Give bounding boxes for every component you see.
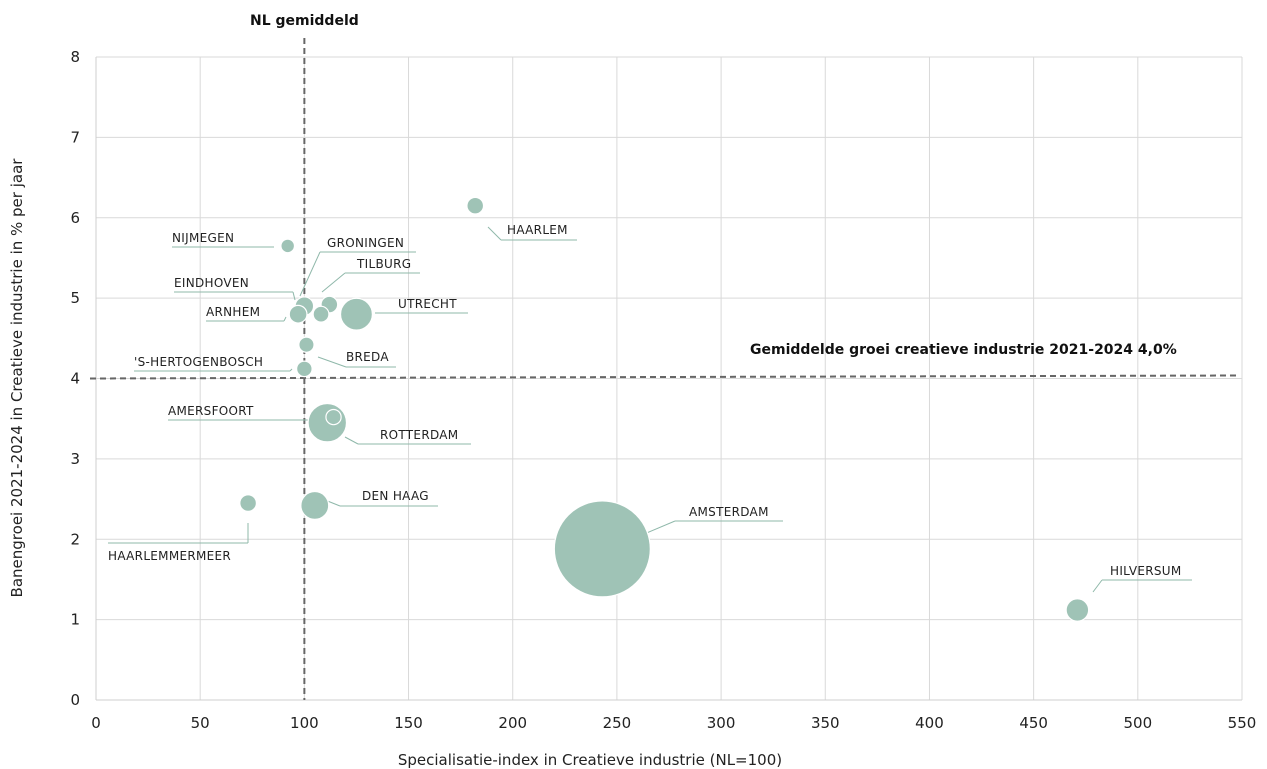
label-tilburg: TILBURG (356, 257, 411, 271)
average-growth-label: Gemiddelde groei creatieve industrie 202… (750, 342, 1177, 358)
x-tick-label: 50 (191, 714, 210, 732)
bubble-nijmegen (280, 238, 296, 254)
y-tick-label: 3 (70, 450, 80, 468)
bubble-labels: AMSTERDAM ROTTERDAM UTRECHT DEN HAAG HILVERS… (108, 223, 1182, 578)
y-tick-label: 0 (70, 691, 80, 709)
label-amsterdam: AMSTERDAM (689, 505, 769, 519)
leader-line-s-hertogenbosch (289, 368, 293, 372)
label-haarlemmermeer: HAARLEMMERMEER (108, 549, 231, 563)
nl-average-label: NL gemiddeld (250, 13, 359, 29)
label-hilversum: HILVERSUM (1110, 564, 1182, 578)
y-tick-label: 5 (70, 289, 80, 307)
leader-line-tilburg (321, 272, 346, 293)
leader-line-haarlem (487, 226, 502, 241)
bubble-groningen (312, 305, 330, 323)
bubble-arnhem (288, 304, 308, 324)
label-den-haag: DEN HAAG (362, 489, 429, 503)
x-tick-label: 350 (811, 714, 840, 732)
label-rotterdam: ROTTERDAM (380, 428, 458, 442)
x-tick-label: 0 (91, 714, 101, 732)
axes: 0 50 100 150 200 250 300 350 400 450 500 550 0 1 2 3 4 5 6… (70, 48, 1256, 732)
x-tick-label: 300 (707, 714, 736, 732)
bubbles (239, 196, 1090, 622)
bubble-s-hertogenbosch (296, 360, 313, 378)
label-haarlem: HAARLEM (507, 223, 568, 237)
label-breda: BREDA (346, 350, 389, 364)
y-tick-label: 6 (70, 209, 80, 227)
x-tick-label: 400 (915, 714, 944, 732)
average-growth-line (89, 374, 1237, 380)
leader-line-rotterdam (344, 436, 359, 445)
label-eindhoven: EINDHOVEN (174, 276, 249, 290)
label-nijmegen: NIJMEGEN (172, 231, 234, 245)
leader-line-hilversum (1092, 579, 1103, 593)
label-arnhem: ARNHEM (206, 305, 260, 319)
x-tick-label: 450 (1019, 714, 1048, 732)
label-s-hertogenbosch: 'S-HERTOGENBOSCH (134, 355, 263, 369)
bubble-rotterdam (307, 402, 348, 443)
y-tick-label: 7 (70, 128, 80, 146)
bubble-amersfoort (325, 408, 342, 426)
bubble-hilversum (1065, 598, 1090, 622)
bubble-breda (298, 336, 315, 353)
x-tick-label: 200 (498, 714, 527, 732)
y-tick-label: 8 (70, 48, 80, 66)
bubble-den-haag (300, 490, 330, 521)
bubble-haarlem (466, 196, 485, 215)
y-tick-label: 4 (70, 370, 80, 388)
leader-line-arnhem (283, 316, 287, 322)
leader-line-eindhoven (292, 291, 296, 301)
y-axis-title: Banengroei 2021-2024 in Creatieve indust… (8, 158, 26, 598)
x-tick-label: 250 (603, 714, 632, 732)
label-utrecht: UTRECHT (398, 297, 457, 311)
label-groningen: GRONINGEN (327, 236, 404, 250)
leader-line-groningen (299, 251, 321, 297)
x-tick-label: 500 (1123, 714, 1152, 732)
x-axis-title: Specialisatie-index in Creatieve industr… (398, 751, 782, 769)
bubble-haarlemmermeer (239, 494, 258, 512)
y-tick-label: 2 (70, 530, 80, 548)
x-tick-label: 100 (290, 714, 319, 732)
y-tick-label: 1 (70, 611, 80, 629)
bubble-amsterdam (553, 500, 651, 598)
bubble-utrecht (339, 297, 373, 331)
x-tick-label: 550 (1228, 714, 1257, 732)
leader-line-breda (317, 356, 347, 368)
label-amersfoort: AMERSFOORT (168, 404, 254, 418)
x-tick-label: 150 (394, 714, 423, 732)
leader-lines (108, 226, 1192, 593)
